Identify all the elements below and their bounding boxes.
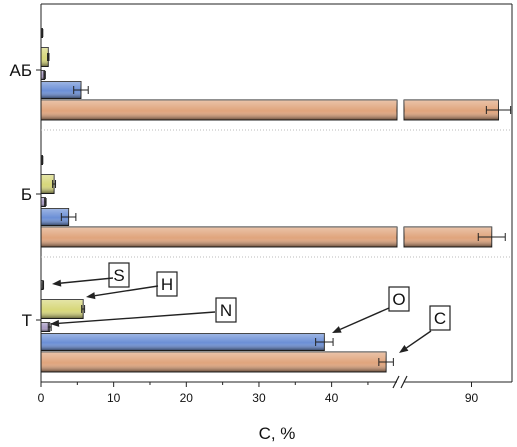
bar-c-group-2-part1-shade	[41, 227, 397, 247]
axis-break-mark-2	[400, 375, 408, 389]
annotation-arrowhead-h	[86, 292, 96, 300]
axis-ticks: 0 10 20 30 40 90 Т Б АБ	[10, 61, 479, 405]
error-bar-o-group-1	[315, 338, 334, 346]
annotation-box-s	[108, 262, 130, 288]
annotation-s: S	[52, 262, 130, 288]
category-label-2: Б	[21, 185, 32, 204]
annotation-arrow-h	[94, 285, 159, 297]
bar-h-group-3-shade	[41, 47, 49, 67]
bar-o-group-1-shade	[41, 333, 325, 351]
annotation-arrowhead-c	[399, 345, 409, 353]
bar-n-group-2-shade	[41, 197, 46, 207]
error-bar-h-group-2	[52, 180, 57, 188]
bar-o-group-2-shade	[41, 208, 69, 226]
x-tick-label-0: 0	[38, 391, 45, 405]
bar-c-group-2-part2-shade	[404, 227, 492, 247]
x-tick-label-20: 20	[180, 391, 194, 405]
error-bar-n-group-2	[44, 198, 47, 206]
error-bar-s-group-3	[41, 29, 44, 37]
bar-c-group-1-shade	[41, 352, 387, 372]
error-bar-s-group-1	[42, 281, 45, 289]
bar-h-group-2-shade	[41, 174, 55, 194]
annotation-n: N	[50, 297, 237, 327]
bar-o-group-3-shade	[41, 81, 81, 99]
annotation-h: H	[86, 271, 178, 300]
error-bar-o-group-2	[60, 213, 77, 221]
bar-c-group-3-part1-shade	[41, 100, 397, 120]
annotation-label-s: S	[113, 266, 124, 285]
error-bar-h-group-3	[47, 53, 50, 61]
annotation-box-n	[215, 297, 237, 323]
annotation-label-n: N	[220, 301, 232, 320]
annotation-box-c	[429, 305, 451, 331]
x-axis-title: C, %	[259, 424, 296, 443]
annotation-label-c: C	[434, 309, 446, 328]
annotation-arrow-o	[339, 307, 390, 331]
category-label-3: АБ	[10, 61, 33, 80]
error-bar-n-group-3	[43, 71, 46, 79]
annotation-arrow-c	[406, 330, 432, 349]
annotation-c: C	[399, 305, 451, 353]
bar-c-group-3-part2-shade	[404, 100, 499, 120]
axis-break-mark-1	[392, 375, 400, 389]
bar-s-group-1-shade	[41, 280, 44, 290]
annotation-box-o	[388, 286, 410, 312]
annotation-arrowhead-o	[332, 326, 342, 333]
bar-n-group-3-shade	[41, 70, 45, 80]
error-bar-o-group-3	[73, 86, 89, 94]
bar-h-group-1-shade	[41, 299, 84, 319]
error-bar-c-group-2	[477, 233, 506, 241]
annotations: S H N O C	[50, 262, 451, 353]
annotation-arrowhead-n	[50, 319, 60, 327]
annotation-arrow-s	[60, 277, 114, 284]
x-tick-label-30: 30	[252, 391, 266, 405]
error-bar-h-group-1	[81, 305, 86, 313]
annotation-arrow-n	[58, 311, 216, 325]
error-bar-s-group-2	[41, 156, 44, 164]
error-bar-c-group-1	[378, 358, 394, 366]
x-tick-label-90: 90	[465, 391, 479, 405]
bar-n-group-1-shade	[41, 322, 50, 332]
bars-layer	[40, 28, 512, 373]
annotation-arrowhead-s	[52, 279, 62, 287]
x-tick-label-10: 10	[107, 391, 121, 405]
error-bar-c-group-3	[485, 106, 512, 114]
annotation-label-h: H	[161, 275, 173, 294]
x-tick-label-40: 40	[325, 391, 339, 405]
annotation-label-o: O	[392, 290, 405, 309]
annotation-o: O	[332, 286, 410, 333]
annotation-box-h	[156, 271, 178, 297]
plot-frame	[40, 3, 513, 389]
category-label-1: Т	[22, 311, 32, 330]
